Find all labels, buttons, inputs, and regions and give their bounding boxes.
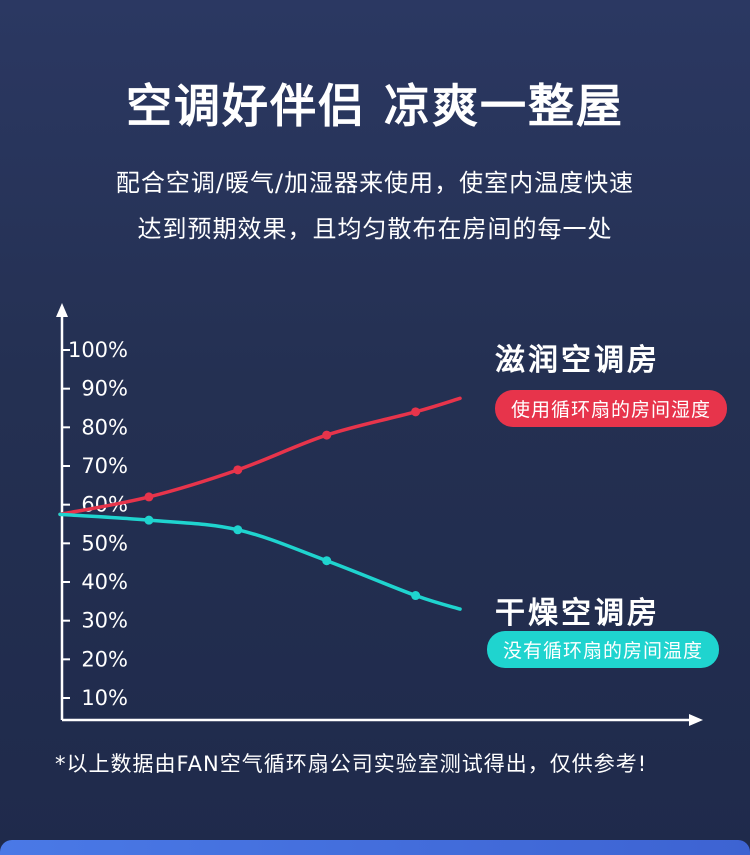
svg-text:100%: 100%: [68, 338, 128, 362]
svg-text:50%: 50%: [81, 531, 128, 555]
svg-text:40%: 40%: [81, 570, 128, 594]
humidity-comparison-chart: 100% 90% 80% 70% 60% 50% 40% 30% 20% 10% 滋润空调房 使用…: [40, 300, 730, 740]
subtitle-line1: 配合空调/暖气/加湿器来使用，使室内温度快速: [115, 169, 635, 197]
svg-text:20%: 20%: [81, 647, 128, 671]
svg-text:80%: 80%: [81, 415, 128, 439]
page-title: 空调好伴侣 凉爽一整屋: [125, 79, 624, 133]
series-badge-no-fan: 没有循环扇的房间温度: [487, 631, 720, 668]
svg-text:10%: 10%: [81, 686, 128, 710]
series-label-with-fan: 滋润空调房: [495, 343, 660, 378]
svg-text:70%: 70%: [81, 454, 128, 478]
subtitle-line2: 达到预期效果，且均匀散布在房间的每一处: [137, 215, 613, 243]
svg-text:90%: 90%: [81, 377, 128, 401]
series-label-no-fan: 干燥空调房: [495, 596, 660, 631]
series-badge-with-fan: 使用循环扇的房间湿度: [495, 390, 728, 427]
svg-text:30%: 30%: [81, 609, 128, 633]
page-subtitle: 配合空调/暖气/加湿器来使用，使室内温度快速 达到预期效果，且均匀散布在房间的每…: [0, 160, 750, 252]
section-divider-bar: [0, 840, 750, 855]
chart-canvas: 100%90%80%70%60%50%40%30%20%10%: [56, 303, 703, 726]
disclaimer-note: *以上数据由FAN空气循环扇公司实验室测试得出，仅供参考!: [55, 752, 648, 776]
